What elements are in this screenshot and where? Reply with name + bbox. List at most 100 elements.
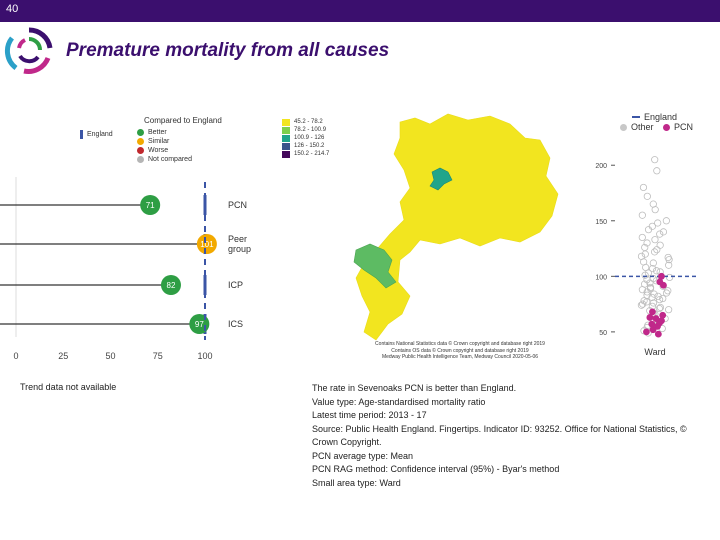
info-line: Source: Public Health England. Fingertip…	[312, 423, 687, 448]
value-label: 82	[167, 281, 176, 290]
other-ward-point	[659, 294, 667, 303]
value-label: 97	[195, 320, 204, 329]
category-label: group	[228, 244, 251, 254]
x-tick-label: 25	[58, 351, 68, 361]
info-text: The rate in Sevenoaks PCN is better than…	[312, 382, 692, 490]
other-ward-point	[664, 287, 672, 295]
map-legend: 45.2 - 78.2 78.2 - 100.9 100.9 - 126 126 - …	[282, 118, 329, 158]
legend-england-line-label: England	[644, 112, 678, 122]
category-label: ICP	[228, 280, 243, 290]
map-legend-item: 150.2 - 214.7	[282, 150, 329, 158]
other-ward-point	[653, 246, 661, 254]
credit-line: Medway Public Health Intelligence Team, …	[381, 354, 539, 361]
other-ward-point	[639, 183, 648, 192]
legend-england-line: England	[632, 112, 677, 122]
other-ward-point	[639, 300, 647, 308]
map-legend-label: 45.2 - 78.2	[294, 119, 323, 125]
map-legend-swatch	[282, 142, 290, 150]
map-legend-label: 100.9 - 126	[294, 135, 325, 141]
map-credits: Contains National Statistics data © Crow…	[345, 341, 575, 361]
legend-pcn-label: PCN	[674, 122, 694, 132]
legend-similar-label: Similar	[148, 138, 170, 145]
info-line: Value type: Age-standardised mortality r…	[312, 396, 486, 407]
x-tick-label: 0	[13, 351, 18, 361]
other-ward-point	[641, 271, 649, 279]
value-dot	[160, 275, 181, 295]
other-ward-point	[648, 264, 657, 273]
trend-note: Trend data not available	[20, 382, 117, 392]
legend-better-label: Better	[148, 129, 167, 136]
map-legend-swatch	[282, 118, 290, 126]
pcn-ward-point	[643, 328, 650, 336]
info-line: The rate in Sevenoaks PCN is better than…	[312, 383, 517, 393]
legend-worse-label: Worse	[148, 147, 169, 154]
other-ward-point	[665, 261, 673, 269]
map-legend-swatch	[282, 126, 290, 134]
other-ward-point	[655, 296, 664, 304]
other-ward-point	[642, 263, 650, 272]
other-ward-point	[653, 167, 661, 175]
other-ward-point	[659, 228, 668, 236]
other-ward-point	[652, 267, 661, 275]
x-tick-label: 50	[105, 351, 115, 361]
other-ward-point	[656, 303, 665, 312]
other-ward-point	[655, 304, 664, 313]
info-line: PCN RAG method: Confidence interval (95%…	[312, 464, 560, 474]
y-tick-label: 100	[595, 274, 607, 281]
other-ward-point	[643, 288, 651, 296]
other-ward-point	[643, 192, 651, 200]
other-ward-point	[648, 293, 656, 302]
other-ward-point	[641, 250, 649, 258]
map-legend-label: 126 - 150.2	[294, 143, 325, 149]
map-region-green	[353, 243, 397, 289]
other-ward-point	[649, 299, 658, 307]
dashed-line-icon	[632, 116, 640, 118]
category-label: ICS	[228, 319, 243, 329]
other-ward-point	[644, 226, 653, 234]
pcn-ward-point	[652, 315, 660, 322]
better-dot-icon	[137, 129, 144, 136]
ward-map	[353, 113, 559, 341]
legend-pcn: PCN	[663, 122, 693, 132]
info-line: Small area type: Ward	[312, 477, 401, 488]
x-tick-label: 75	[153, 351, 163, 361]
legend-other-label: Other	[631, 122, 654, 132]
legend-worse: Worse	[137, 147, 168, 154]
other-ward-point	[643, 298, 651, 306]
legend-title: Compared to England	[144, 116, 222, 125]
other-dot-icon	[620, 123, 627, 131]
y-tick-label: 200	[595, 163, 607, 170]
legend-not-compared: Not compared	[137, 156, 192, 163]
pcn-ward-point	[660, 281, 667, 289]
legend-england: England	[80, 130, 113, 139]
other-ward-point	[651, 206, 659, 214]
other-ward-point	[665, 306, 673, 314]
england-marker-icon	[80, 130, 83, 139]
other-ward-point	[651, 156, 659, 164]
pcn-dot-icon	[663, 123, 670, 131]
credit-line: Contains National Statistics data © Crow…	[375, 341, 545, 347]
value-dot	[196, 234, 217, 254]
map-region-teal	[429, 167, 453, 191]
other-ward-point	[656, 230, 664, 238]
legend-other: Other	[620, 122, 654, 132]
map-legend-item: 78.2 - 100.9	[282, 126, 329, 134]
legend-similar: Similar	[137, 138, 169, 145]
value-label: 101	[200, 240, 214, 249]
pcn-ward-point	[659, 311, 667, 319]
value-label: 71	[146, 201, 155, 210]
map-legend-swatch	[282, 134, 290, 142]
other-ward-point	[665, 273, 674, 282]
other-ward-point	[646, 279, 654, 287]
other-ward-point	[651, 248, 659, 256]
other-ward-point	[638, 211, 646, 219]
category-label: Peer	[228, 234, 247, 244]
similar-dot-icon	[137, 138, 144, 145]
credit-line: Contains OS data © Crown copyright and d…	[391, 347, 529, 354]
map-legend-item: 45.2 - 78.2	[282, 118, 329, 126]
map-legend-item: 100.9 - 126	[282, 134, 329, 142]
y-tick-label: 150	[595, 219, 607, 226]
worse-dot-icon	[137, 147, 144, 154]
top-bar: 40	[0, 0, 720, 22]
